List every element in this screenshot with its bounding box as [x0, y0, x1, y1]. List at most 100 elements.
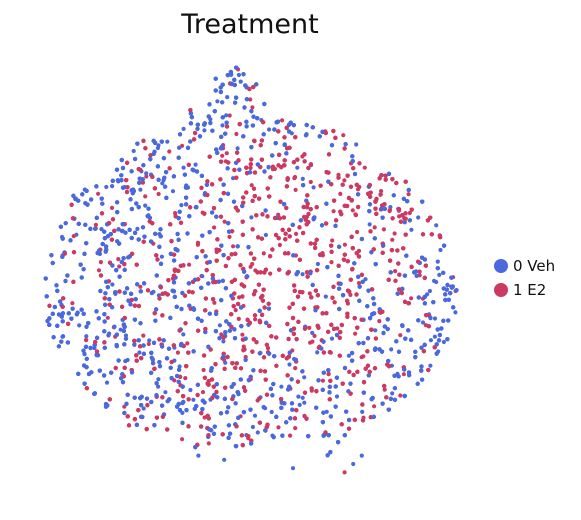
scatter-point-e2: [143, 146, 148, 151]
scatter-point-e2: [409, 296, 414, 301]
scatter-point-veh: [435, 266, 440, 271]
scatter-point-veh: [195, 316, 201, 321]
scatter-point-e2: [402, 299, 408, 304]
scatter-point-e2: [372, 404, 377, 409]
scatter-point-e2: [336, 175, 341, 180]
scatter-point-veh: [200, 233, 205, 238]
scatter-point-veh: [409, 227, 414, 232]
scatter-point-e2: [399, 290, 404, 296]
scatter-point-veh: [419, 345, 424, 350]
scatter-point-veh: [297, 402, 302, 407]
scatter-point-e2: [294, 408, 299, 413]
scatter-point-veh: [115, 210, 120, 215]
scatter-point-veh: [371, 414, 376, 419]
scatter-point-e2: [250, 349, 255, 354]
scatter-point-e2: [265, 346, 271, 351]
scatter-point-veh: [327, 390, 332, 395]
scatter-point-e2: [284, 205, 289, 211]
scatter-point-veh: [302, 400, 307, 405]
scatter-point-veh: [243, 357, 248, 362]
scatter-point-veh: [217, 336, 222, 341]
scatter-point-veh: [435, 259, 440, 264]
scatter-point-veh: [105, 403, 110, 408]
scatter-point-e2: [302, 152, 307, 157]
scatter-point-veh: [116, 179, 121, 184]
scatter-point-veh: [239, 305, 244, 310]
scatter-point-e2: [160, 414, 165, 419]
scatter-point-veh: [181, 399, 186, 405]
scatter-point-e2: [140, 180, 145, 185]
scatter-point-e2: [395, 248, 400, 253]
scatter-point-veh: [334, 332, 340, 338]
scatter-point-veh: [177, 209, 182, 214]
scatter-point-e2: [314, 205, 319, 210]
scatter-point-e2: [195, 392, 200, 398]
scatter-point-veh: [315, 261, 320, 267]
scatter-point-veh: [422, 342, 427, 347]
scatter-point-veh: [446, 297, 451, 302]
scatter-point-e2: [365, 349, 370, 354]
scatter-point-veh: [326, 433, 331, 438]
scatter-point-veh: [100, 241, 105, 247]
scatter-point-veh: [234, 444, 239, 449]
scatter-point-veh: [215, 99, 220, 104]
scatter-point-e2: [231, 304, 236, 309]
scatter-point-veh: [342, 365, 348, 371]
scatter-point-e2: [286, 251, 291, 256]
scatter-point-veh: [217, 323, 222, 328]
scatter-point-e2: [326, 329, 331, 334]
scatter-point-e2: [267, 323, 272, 329]
scatter-point-veh: [438, 247, 443, 253]
scatter-point-e2: [360, 402, 365, 407]
scatter-point-veh: [180, 410, 185, 415]
scatter-point-veh: [156, 177, 161, 182]
scatter-point-e2: [326, 152, 332, 157]
scatter-point-veh: [132, 395, 137, 400]
scatter-point-veh: [184, 202, 189, 207]
scatter-point-e2: [355, 325, 360, 330]
scatter-point-veh: [356, 341, 361, 346]
scatter-point-veh: [282, 202, 287, 207]
scatter-point-veh: [298, 218, 303, 223]
scatter-point-veh: [102, 373, 107, 378]
scatter-point-veh: [161, 156, 166, 161]
scatter-point-e2: [276, 425, 281, 430]
scatter-point-veh: [311, 185, 316, 190]
scatter-point-e2: [305, 193, 310, 198]
scatter-point-veh: [290, 222, 295, 227]
scatter-point-veh: [96, 316, 101, 321]
scatter-point-e2: [251, 337, 256, 342]
scatter-point-veh: [220, 278, 225, 283]
scatter-point-e2: [154, 253, 159, 258]
scatter-point-e2: [273, 215, 278, 221]
scatter-point-veh: [218, 197, 223, 203]
scatter-point-veh: [246, 245, 251, 250]
scatter-point-e2: [309, 295, 314, 300]
scatter-point-veh: [226, 423, 231, 428]
scatter-point-veh: [216, 279, 221, 284]
scatter-point-veh: [188, 387, 193, 393]
scatter-point-veh: [153, 231, 158, 236]
scatter-point-e2: [377, 176, 382, 181]
scatter-point-e2: [227, 113, 232, 118]
scatter-point-veh: [314, 405, 319, 410]
scatter-point-veh: [267, 351, 272, 356]
scatter-point-veh: [301, 183, 306, 188]
scatter-point-e2: [345, 298, 350, 303]
scatter-point-veh: [176, 155, 181, 160]
scatter-point-veh: [188, 111, 193, 116]
scatter-point-veh: [416, 318, 421, 323]
scatter-point-e2: [205, 179, 210, 184]
scatter-point-veh: [396, 349, 402, 354]
scatter-point-veh: [218, 85, 223, 90]
scatter-point-e2: [290, 301, 295, 306]
scatter-point-veh: [434, 342, 439, 347]
scatter-point-e2: [107, 260, 113, 265]
scatter-point-e2: [366, 191, 371, 196]
scatter-point-veh: [249, 109, 254, 114]
scatter-point-e2: [258, 320, 263, 325]
scatter-point-veh: [119, 157, 124, 163]
scatter-point-e2: [296, 319, 301, 324]
scatter-point-veh: [439, 326, 444, 331]
scatter-point-veh: [233, 100, 238, 105]
